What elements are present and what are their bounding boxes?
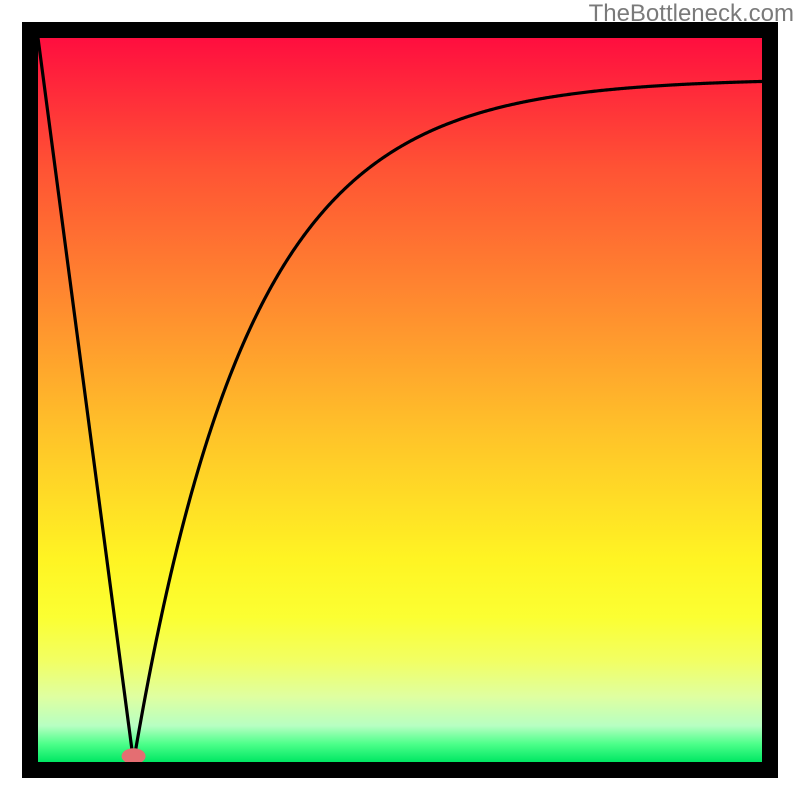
chart-canvas: TheBottleneck.com	[0, 0, 800, 800]
frame-left	[22, 22, 38, 778]
chart-plot-svg	[38, 38, 762, 762]
frame-bottom	[22, 762, 778, 778]
frame-top	[22, 22, 778, 38]
frame-right	[762, 22, 778, 778]
